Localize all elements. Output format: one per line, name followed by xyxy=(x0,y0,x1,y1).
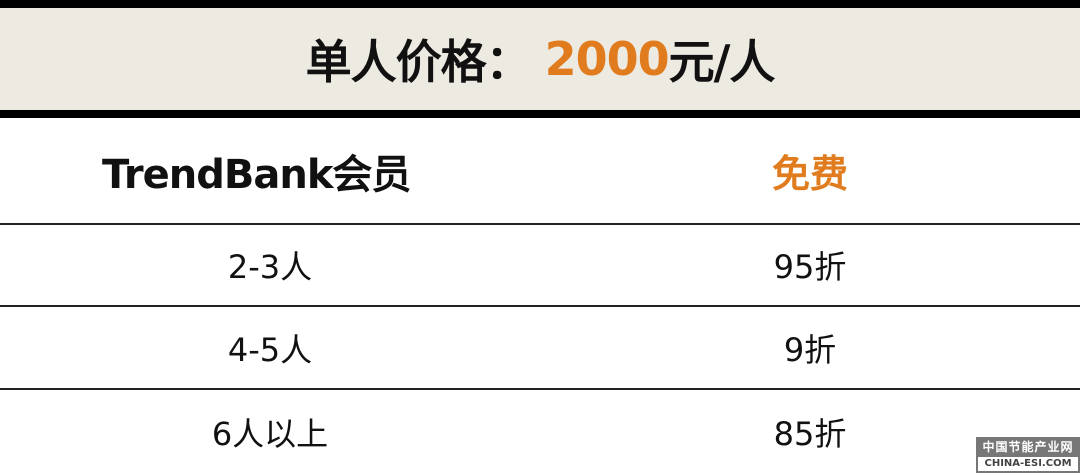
row-divider xyxy=(0,388,1080,390)
discount: 95折 xyxy=(773,248,847,286)
top-border xyxy=(0,0,1080,8)
watermark-en: CHINA-ESI.COM xyxy=(978,457,1078,471)
price-unit: 元/人 xyxy=(668,35,776,89)
price-value: 2000 xyxy=(544,32,670,86)
member-value: 免费 xyxy=(771,152,848,196)
group-size: 2-3人 xyxy=(227,248,313,286)
price-label: 单人价格： xyxy=(305,35,532,89)
discount: 85折 xyxy=(773,414,847,453)
discount: 9折 xyxy=(783,330,837,369)
table-row: 2-3人 95折 xyxy=(0,225,1080,305)
table-row: 6人以上 85折 xyxy=(0,390,1080,473)
group-size: 6人以上 xyxy=(211,414,329,453)
table-row: 4-5人 9折 xyxy=(0,307,1080,388)
member-label: TrendBank会员 xyxy=(102,151,411,198)
watermark-logo: 中国节能产业网 CHINA-ESI.COM xyxy=(976,437,1080,473)
table-row-member: TrendBank会员 免费 xyxy=(0,118,1080,223)
watermark-cn: 中国节能产业网 xyxy=(982,440,1074,454)
group-size: 4-5人 xyxy=(227,330,313,369)
header-divider xyxy=(0,110,1080,118)
row-divider xyxy=(0,223,1080,225)
row-divider xyxy=(0,305,1080,307)
price-header: 单人价格： 2000 元/人 xyxy=(0,8,1080,110)
